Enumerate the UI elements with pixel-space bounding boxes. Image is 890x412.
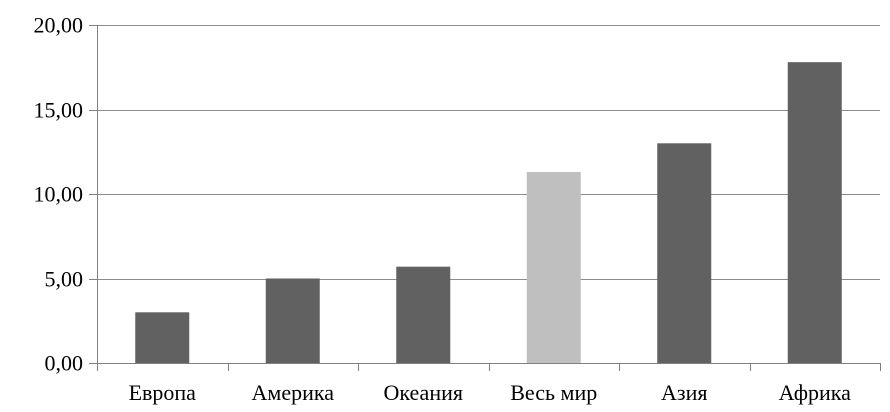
bar	[787, 62, 842, 364]
y-tick-label: 10,00	[34, 182, 84, 207]
y-axis-ticks: 0,00 5,00 10,00 15,00 20,00	[34, 13, 97, 376]
x-tick-label: Америка	[252, 380, 335, 405]
x-tick-label: Европа	[129, 380, 197, 405]
x-tick-label: Африка	[779, 380, 851, 405]
bar	[657, 143, 712, 363]
x-axis-labels: Европа Америка Океания Весь мир Азия Африка	[129, 380, 852, 405]
bar	[396, 266, 451, 363]
gridlines	[97, 25, 880, 280]
x-tick-label: Весь мир	[510, 380, 597, 405]
bars	[135, 62, 842, 364]
axes	[97, 25, 881, 371]
bar	[265, 278, 320, 363]
y-tick-label: 15,00	[34, 98, 84, 123]
y-tick-label: 0,00	[45, 351, 84, 376]
bar	[526, 172, 581, 363]
y-tick-label: 20,00	[34, 13, 84, 38]
bar	[135, 312, 190, 363]
y-tick-label: 5,00	[45, 267, 84, 292]
x-tick-label: Океания	[384, 380, 464, 405]
x-tick-label: Азия	[661, 380, 707, 405]
